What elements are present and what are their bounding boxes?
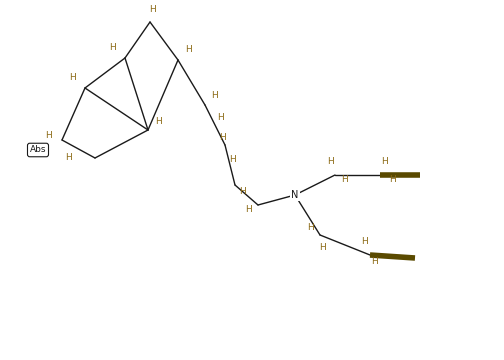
Text: H: H	[219, 134, 225, 143]
Text: H: H	[69, 73, 76, 82]
Text: H: H	[229, 156, 235, 165]
Text: H: H	[150, 5, 156, 14]
Text: H: H	[389, 175, 395, 184]
Text: H: H	[238, 188, 245, 197]
Text: H: H	[362, 238, 368, 247]
Text: H: H	[371, 257, 379, 266]
Text: H: H	[327, 158, 333, 166]
Text: H: H	[217, 113, 223, 122]
Text: H: H	[184, 45, 192, 54]
Text: H: H	[45, 130, 51, 139]
Text: H: H	[211, 90, 217, 99]
Text: H: H	[65, 153, 72, 162]
Text: H: H	[319, 243, 326, 252]
Text: Abs: Abs	[30, 145, 46, 154]
Text: H: H	[306, 224, 313, 233]
Text: H: H	[244, 206, 251, 215]
Text: H: H	[109, 44, 115, 53]
Text: H: H	[342, 175, 348, 184]
Text: H: H	[382, 158, 389, 166]
Text: H: H	[155, 117, 161, 126]
Text: N: N	[291, 190, 299, 200]
